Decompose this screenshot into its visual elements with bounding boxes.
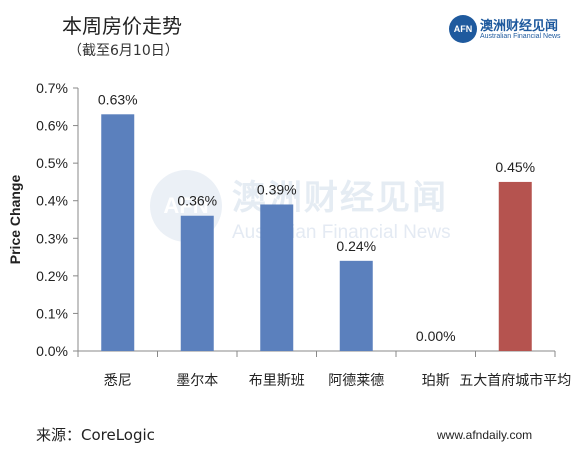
- site-url: www.afndaily.com: [437, 428, 533, 442]
- y-tick-label: 0.4%: [36, 193, 68, 209]
- x-tick-label: 珀斯: [422, 373, 450, 389]
- y-tick-label: 0.7%: [36, 80, 68, 96]
- y-tick-label: 0.3%: [36, 230, 68, 246]
- y-tick-label: 0.5%: [36, 155, 68, 171]
- data-label: 0.45%: [495, 159, 535, 175]
- data-label: 0.00%: [416, 328, 456, 344]
- data-label: 0.39%: [257, 181, 297, 197]
- logo-name-cn: 澳洲财经见闻: [480, 19, 559, 34]
- x-tick-label: 五大首府城市平均: [459, 372, 571, 389]
- data-label: 0.24%: [336, 238, 376, 254]
- x-tick-label: 墨尔本: [176, 373, 218, 389]
- y-tick-label: 0.6%: [36, 118, 68, 134]
- data-label: 0.63%: [98, 91, 138, 107]
- afn-logo: AFN 澳洲财经见闻 Australian Financial News: [449, 15, 569, 47]
- chart-title: 本周房价走势: [62, 14, 182, 38]
- bar: [339, 260, 373, 351]
- y-tick-label: 0.2%: [36, 268, 68, 284]
- source-note: 来源：CoreLogic: [36, 426, 155, 444]
- y-tick-label: 0.1%: [36, 305, 68, 321]
- bar: [101, 114, 135, 351]
- chart-subtitle: （截至6月10日）: [68, 43, 179, 59]
- y-axis-label: Price Change: [7, 175, 23, 265]
- y-tick-label: 0.0%: [36, 343, 68, 359]
- afn-logo-icon: AFN: [449, 15, 477, 43]
- bar: [260, 204, 294, 351]
- x-tick-label: 布里斯班: [249, 373, 305, 389]
- data-label: 0.36%: [177, 193, 217, 209]
- logo-name-en: Australian Financial News: [480, 33, 561, 40]
- bar: [180, 215, 214, 351]
- x-tick-label: 阿德莱德: [328, 373, 384, 389]
- x-tick-label: 悉尼: [104, 373, 132, 389]
- bar: [498, 181, 532, 351]
